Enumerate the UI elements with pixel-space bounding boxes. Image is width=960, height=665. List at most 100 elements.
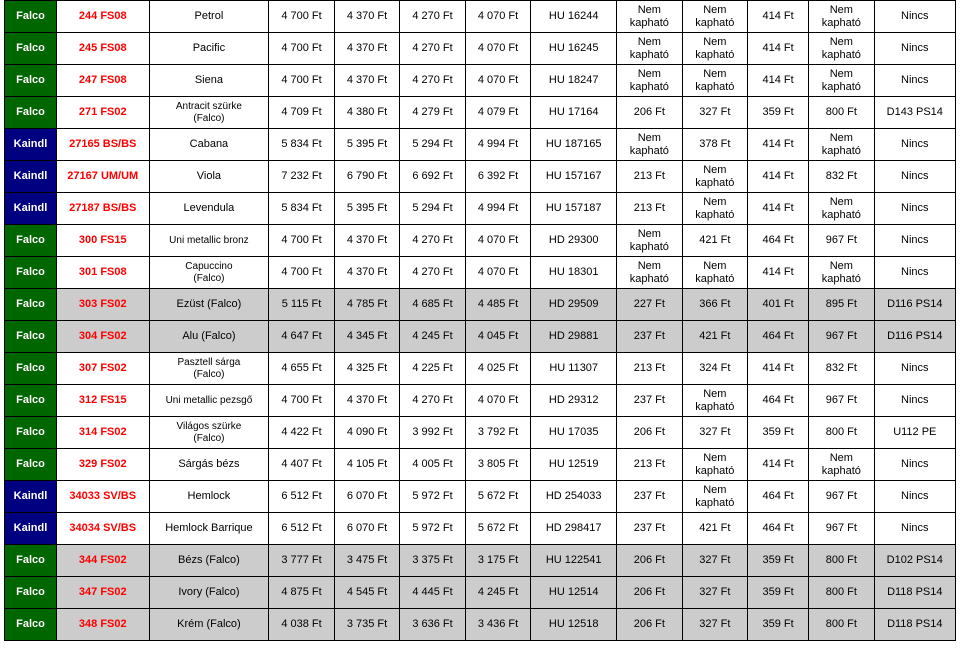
cell-c4: 5 834 Ft [269, 129, 335, 161]
table-body: Falco244 FS08Petrol4 700 Ft4 370 Ft4 270… [5, 1, 956, 641]
cell-c4: 4 038 Ft [269, 609, 335, 641]
cell-c10: Nemkapható [682, 481, 748, 513]
cell-c9: 213 Ft [617, 353, 683, 385]
cell-c7: 4 070 Ft [465, 385, 531, 417]
cell-c13: D118 PS14 [874, 609, 955, 641]
cell-c10: 327 Ft [682, 417, 748, 449]
cell-sku: 247 FS08 [56, 65, 149, 97]
cell-c12: 800 Ft [809, 609, 875, 641]
cell-c8: HU 12519 [531, 449, 617, 481]
cell-name: Alu (Falco) [149, 321, 269, 353]
cell-c11: 359 Ft [748, 417, 809, 449]
cell-c8: HU 18247 [531, 65, 617, 97]
cell-c11: 414 Ft [748, 161, 809, 193]
cell-brand: Falco [5, 417, 57, 449]
cell-c8: HD 29312 [531, 385, 617, 417]
cell-sku: 27187 BS/BS [56, 193, 149, 225]
cell-c10: 327 Ft [682, 545, 748, 577]
cell-c9: 237 Ft [617, 513, 683, 545]
cell-c12: 967 Ft [809, 513, 875, 545]
cell-name: Bézs (Falco) [149, 545, 269, 577]
cell-brand: Falco [5, 65, 57, 97]
cell-c11: 359 Ft [748, 97, 809, 129]
table-row: Falco344 FS02Bézs (Falco)3 777 Ft3 475 F… [5, 545, 956, 577]
cell-c4: 4 709 Ft [269, 97, 335, 129]
cell-c10: Nemkapható [682, 65, 748, 97]
cell-c13: Nincs [874, 449, 955, 481]
cell-c10: 366 Ft [682, 289, 748, 321]
cell-c11: 414 Ft [748, 33, 809, 65]
cell-c12: Nemkapható [809, 257, 875, 289]
cell-c12: 895 Ft [809, 289, 875, 321]
cell-c5: 4 370 Ft [334, 65, 400, 97]
cell-c6: 3 375 Ft [400, 545, 466, 577]
cell-c11: 464 Ft [748, 481, 809, 513]
cell-sku: 347 FS02 [56, 577, 149, 609]
cell-c12: Nemkapható [809, 1, 875, 33]
cell-c10: Nemkapható [682, 385, 748, 417]
cell-brand: Kaindl [5, 129, 57, 161]
table-row: Kaindl27187 BS/BSLevendula5 834 Ft5 395 … [5, 193, 956, 225]
cell-c11: 464 Ft [748, 225, 809, 257]
cell-c8: HU 157187 [531, 193, 617, 225]
cell-c6: 4 005 Ft [400, 449, 466, 481]
cell-c5: 6 790 Ft [334, 161, 400, 193]
cell-c11: 464 Ft [748, 321, 809, 353]
cell-c9: Nemkapható [617, 225, 683, 257]
cell-c7: 3 792 Ft [465, 417, 531, 449]
cell-c5: 4 370 Ft [334, 225, 400, 257]
cell-c13: Nincs [874, 65, 955, 97]
cell-sku: 301 FS08 [56, 257, 149, 289]
cell-c10: 327 Ft [682, 609, 748, 641]
cell-c12: Nemkapható [809, 449, 875, 481]
cell-c5: 6 070 Ft [334, 481, 400, 513]
cell-c12: 967 Ft [809, 225, 875, 257]
cell-c5: 4 370 Ft [334, 385, 400, 417]
cell-c5: 4 345 Ft [334, 321, 400, 353]
cell-c13: Nincs [874, 129, 955, 161]
cell-c12: 800 Ft [809, 97, 875, 129]
cell-c5: 4 370 Ft [334, 33, 400, 65]
cell-c8: HD 29300 [531, 225, 617, 257]
cell-c5: 4 105 Ft [334, 449, 400, 481]
cell-c10: 324 Ft [682, 353, 748, 385]
cell-brand: Kaindl [5, 481, 57, 513]
cell-c11: 414 Ft [748, 257, 809, 289]
cell-c11: 359 Ft [748, 577, 809, 609]
cell-c8: HU 187165 [531, 129, 617, 161]
cell-c13: Nincs [874, 1, 955, 33]
cell-c9: Nemkapható [617, 1, 683, 33]
cell-c12: 967 Ft [809, 321, 875, 353]
cell-name: Hemlock [149, 481, 269, 513]
cell-name: Petrol [149, 1, 269, 33]
cell-c8: HU 11307 [531, 353, 617, 385]
cell-c11: 464 Ft [748, 385, 809, 417]
cell-c11: 359 Ft [748, 545, 809, 577]
cell-name: Pasztell sárga(Falco) [149, 353, 269, 385]
cell-c7: 4 994 Ft [465, 129, 531, 161]
cell-c7: 6 392 Ft [465, 161, 531, 193]
cell-name: Sárgás bézs [149, 449, 269, 481]
cell-c5: 5 395 Ft [334, 129, 400, 161]
cell-c7: 4 045 Ft [465, 321, 531, 353]
cell-c4: 4 700 Ft [269, 1, 335, 33]
cell-c7: 4 070 Ft [465, 257, 531, 289]
cell-c12: Nemkapható [809, 33, 875, 65]
cell-c11: 414 Ft [748, 1, 809, 33]
cell-sku: 245 FS08 [56, 33, 149, 65]
cell-c5: 4 090 Ft [334, 417, 400, 449]
cell-brand: Kaindl [5, 161, 57, 193]
cell-c9: 237 Ft [617, 481, 683, 513]
cell-c13: Nincs [874, 161, 955, 193]
cell-c9: Nemkapható [617, 257, 683, 289]
cell-name: Krém (Falco) [149, 609, 269, 641]
cell-name: Ezüst (Falco) [149, 289, 269, 321]
cell-c7: 3 175 Ft [465, 545, 531, 577]
table-row: Falco307 FS02Pasztell sárga(Falco)4 655 … [5, 353, 956, 385]
cell-sku: 303 FS02 [56, 289, 149, 321]
cell-c8: HD 298417 [531, 513, 617, 545]
cell-c4: 4 700 Ft [269, 33, 335, 65]
cell-c10: 421 Ft [682, 225, 748, 257]
cell-brand: Falco [5, 385, 57, 417]
table-row: Falco247 FS08Siena4 700 Ft4 370 Ft4 270 … [5, 65, 956, 97]
